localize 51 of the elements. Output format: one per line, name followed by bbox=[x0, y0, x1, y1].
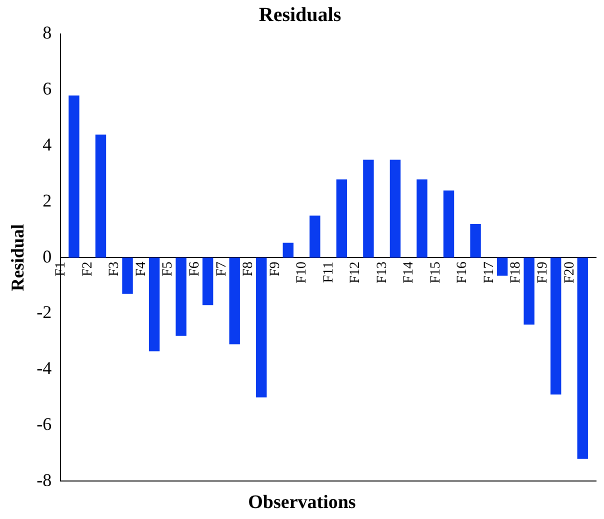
y-tick-label: -6 bbox=[36, 414, 52, 434]
bar bbox=[310, 216, 320, 258]
x-tick-label: F20 bbox=[562, 262, 578, 284]
y-tick-label: 0 bbox=[42, 246, 52, 266]
x-tick-label: F16 bbox=[455, 262, 470, 284]
y-tick-label: -8 bbox=[36, 470, 52, 490]
x-tick-label: F5 bbox=[160, 262, 176, 276]
chart-title: Residuals bbox=[258, 4, 342, 26]
x-tick-label: F11 bbox=[321, 262, 336, 283]
x-tick-label: F6 bbox=[188, 262, 203, 276]
y-tick-label: 6 bbox=[42, 78, 52, 99]
y-tick-label: 4 bbox=[42, 134, 52, 155]
x-tick-label: F14 bbox=[402, 262, 417, 284]
y-axis-title: Residual bbox=[7, 224, 28, 292]
bar bbox=[363, 160, 374, 258]
bar bbox=[524, 258, 534, 325]
bar bbox=[68, 95, 80, 258]
bar bbox=[416, 179, 428, 258]
bar bbox=[282, 242, 294, 258]
x-tick-label: F10 bbox=[294, 262, 310, 284]
x-tick-label: F19 bbox=[536, 262, 551, 284]
bar bbox=[176, 258, 186, 336]
bar bbox=[443, 190, 454, 258]
x-axis-title: Observations bbox=[247, 492, 357, 514]
x-tick-label: F15 bbox=[428, 262, 444, 284]
x-tick-label: F7 bbox=[214, 262, 230, 276]
bar bbox=[577, 258, 588, 459]
x-tick-label: F12 bbox=[348, 262, 364, 284]
bar bbox=[122, 258, 133, 294]
x-tick-label: F2 bbox=[80, 262, 96, 276]
bar bbox=[470, 224, 481, 258]
bar bbox=[95, 134, 106, 258]
x-tick-label: F3 bbox=[107, 262, 122, 276]
bar bbox=[256, 258, 267, 398]
bar bbox=[229, 258, 240, 344]
bar bbox=[550, 258, 562, 395]
bar bbox=[336, 179, 348, 258]
x-tick-label: F4 bbox=[134, 262, 149, 276]
bar bbox=[390, 160, 401, 258]
y-tick-label: 2 bbox=[42, 190, 52, 210]
x-tick-label: F18 bbox=[508, 262, 524, 284]
bar bbox=[148, 258, 160, 352]
bar bbox=[496, 258, 508, 276]
y-tick-label: -2 bbox=[36, 302, 52, 322]
y-tick-label: -4 bbox=[36, 358, 52, 378]
x-tick-label: F9 bbox=[268, 262, 283, 276]
x-tick-label: F17 bbox=[482, 262, 497, 284]
x-tick-label: F13 bbox=[374, 262, 390, 284]
x-tick-label: F8 bbox=[241, 262, 256, 276]
bar bbox=[202, 258, 214, 306]
y-tick-label: 8 bbox=[42, 22, 52, 43]
